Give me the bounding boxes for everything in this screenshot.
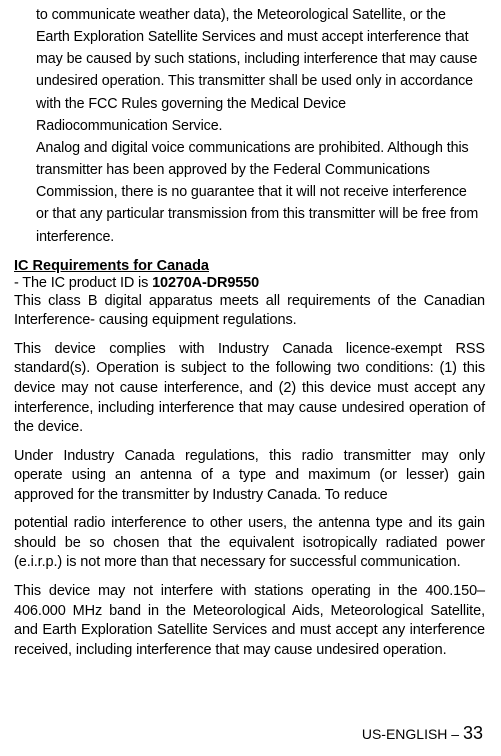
product-id-value: 10270A-DR9550 xyxy=(152,275,259,291)
intro-paragraph-2: Analog and digital voice communications … xyxy=(36,137,479,248)
page-footer: US-ENGLISH – 33 xyxy=(362,723,483,744)
section-heading: IC Requirements for Canada xyxy=(14,258,485,274)
body-paragraph-3: Under Industry Canada regulations, this … xyxy=(14,447,485,506)
intro-indented-block: to communicate weather data), the Meteor… xyxy=(14,4,485,248)
page-number: 33 xyxy=(463,723,483,743)
product-id-line: - The IC product ID is 10270A-DR9550 xyxy=(14,275,485,291)
body-paragraph-2: This device complies with Industry Canad… xyxy=(14,340,485,438)
footer-label: US-ENGLISH – xyxy=(362,726,463,742)
product-id-prefix: - The IC product ID is xyxy=(14,275,152,291)
intro-paragraph-1: to communicate weather data), the Meteor… xyxy=(36,4,479,137)
body-paragraph-5: This device may not interfere with stati… xyxy=(14,582,485,660)
body-paragraph-4: potential radio interference to other us… xyxy=(14,514,485,573)
body-paragraph-1: This class B digital apparatus meets all… xyxy=(14,292,485,331)
